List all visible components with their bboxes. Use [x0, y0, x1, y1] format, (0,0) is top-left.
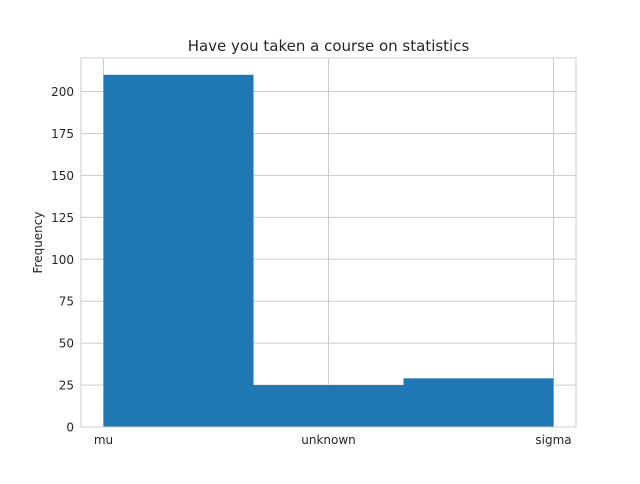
y-tick-labels: 0 25 50 75 100 125 150 175 200 — [51, 85, 74, 434]
histogram-bar-sigma — [403, 378, 554, 427]
y-tick-label: 200 — [51, 85, 74, 99]
y-axis-label: Frequency — [31, 212, 45, 274]
bars — [103, 74, 554, 427]
y-tick-label: 150 — [51, 169, 74, 183]
histogram-bar-mu — [103, 74, 254, 427]
y-tick-label: 0 — [66, 421, 74, 435]
x-tick-labels: mu unknown sigma — [94, 433, 572, 447]
y-tick-label: 50 — [59, 337, 74, 351]
chart-title: Have you taken a course on statistics — [188, 37, 470, 55]
y-tick-label: 75 — [59, 295, 74, 309]
y-tick-label: 100 — [51, 253, 74, 267]
x-tick-label-mu: mu — [94, 433, 113, 447]
y-tick-label: 125 — [51, 211, 74, 225]
x-tick-label-unknown: unknown — [301, 433, 356, 447]
y-tick-label: 25 — [59, 379, 74, 393]
x-tick-label-sigma: sigma — [535, 433, 571, 447]
y-tick-label: 175 — [51, 127, 74, 141]
plot-frame — [80, 57, 577, 428]
histogram-bar-unknown — [253, 385, 404, 427]
